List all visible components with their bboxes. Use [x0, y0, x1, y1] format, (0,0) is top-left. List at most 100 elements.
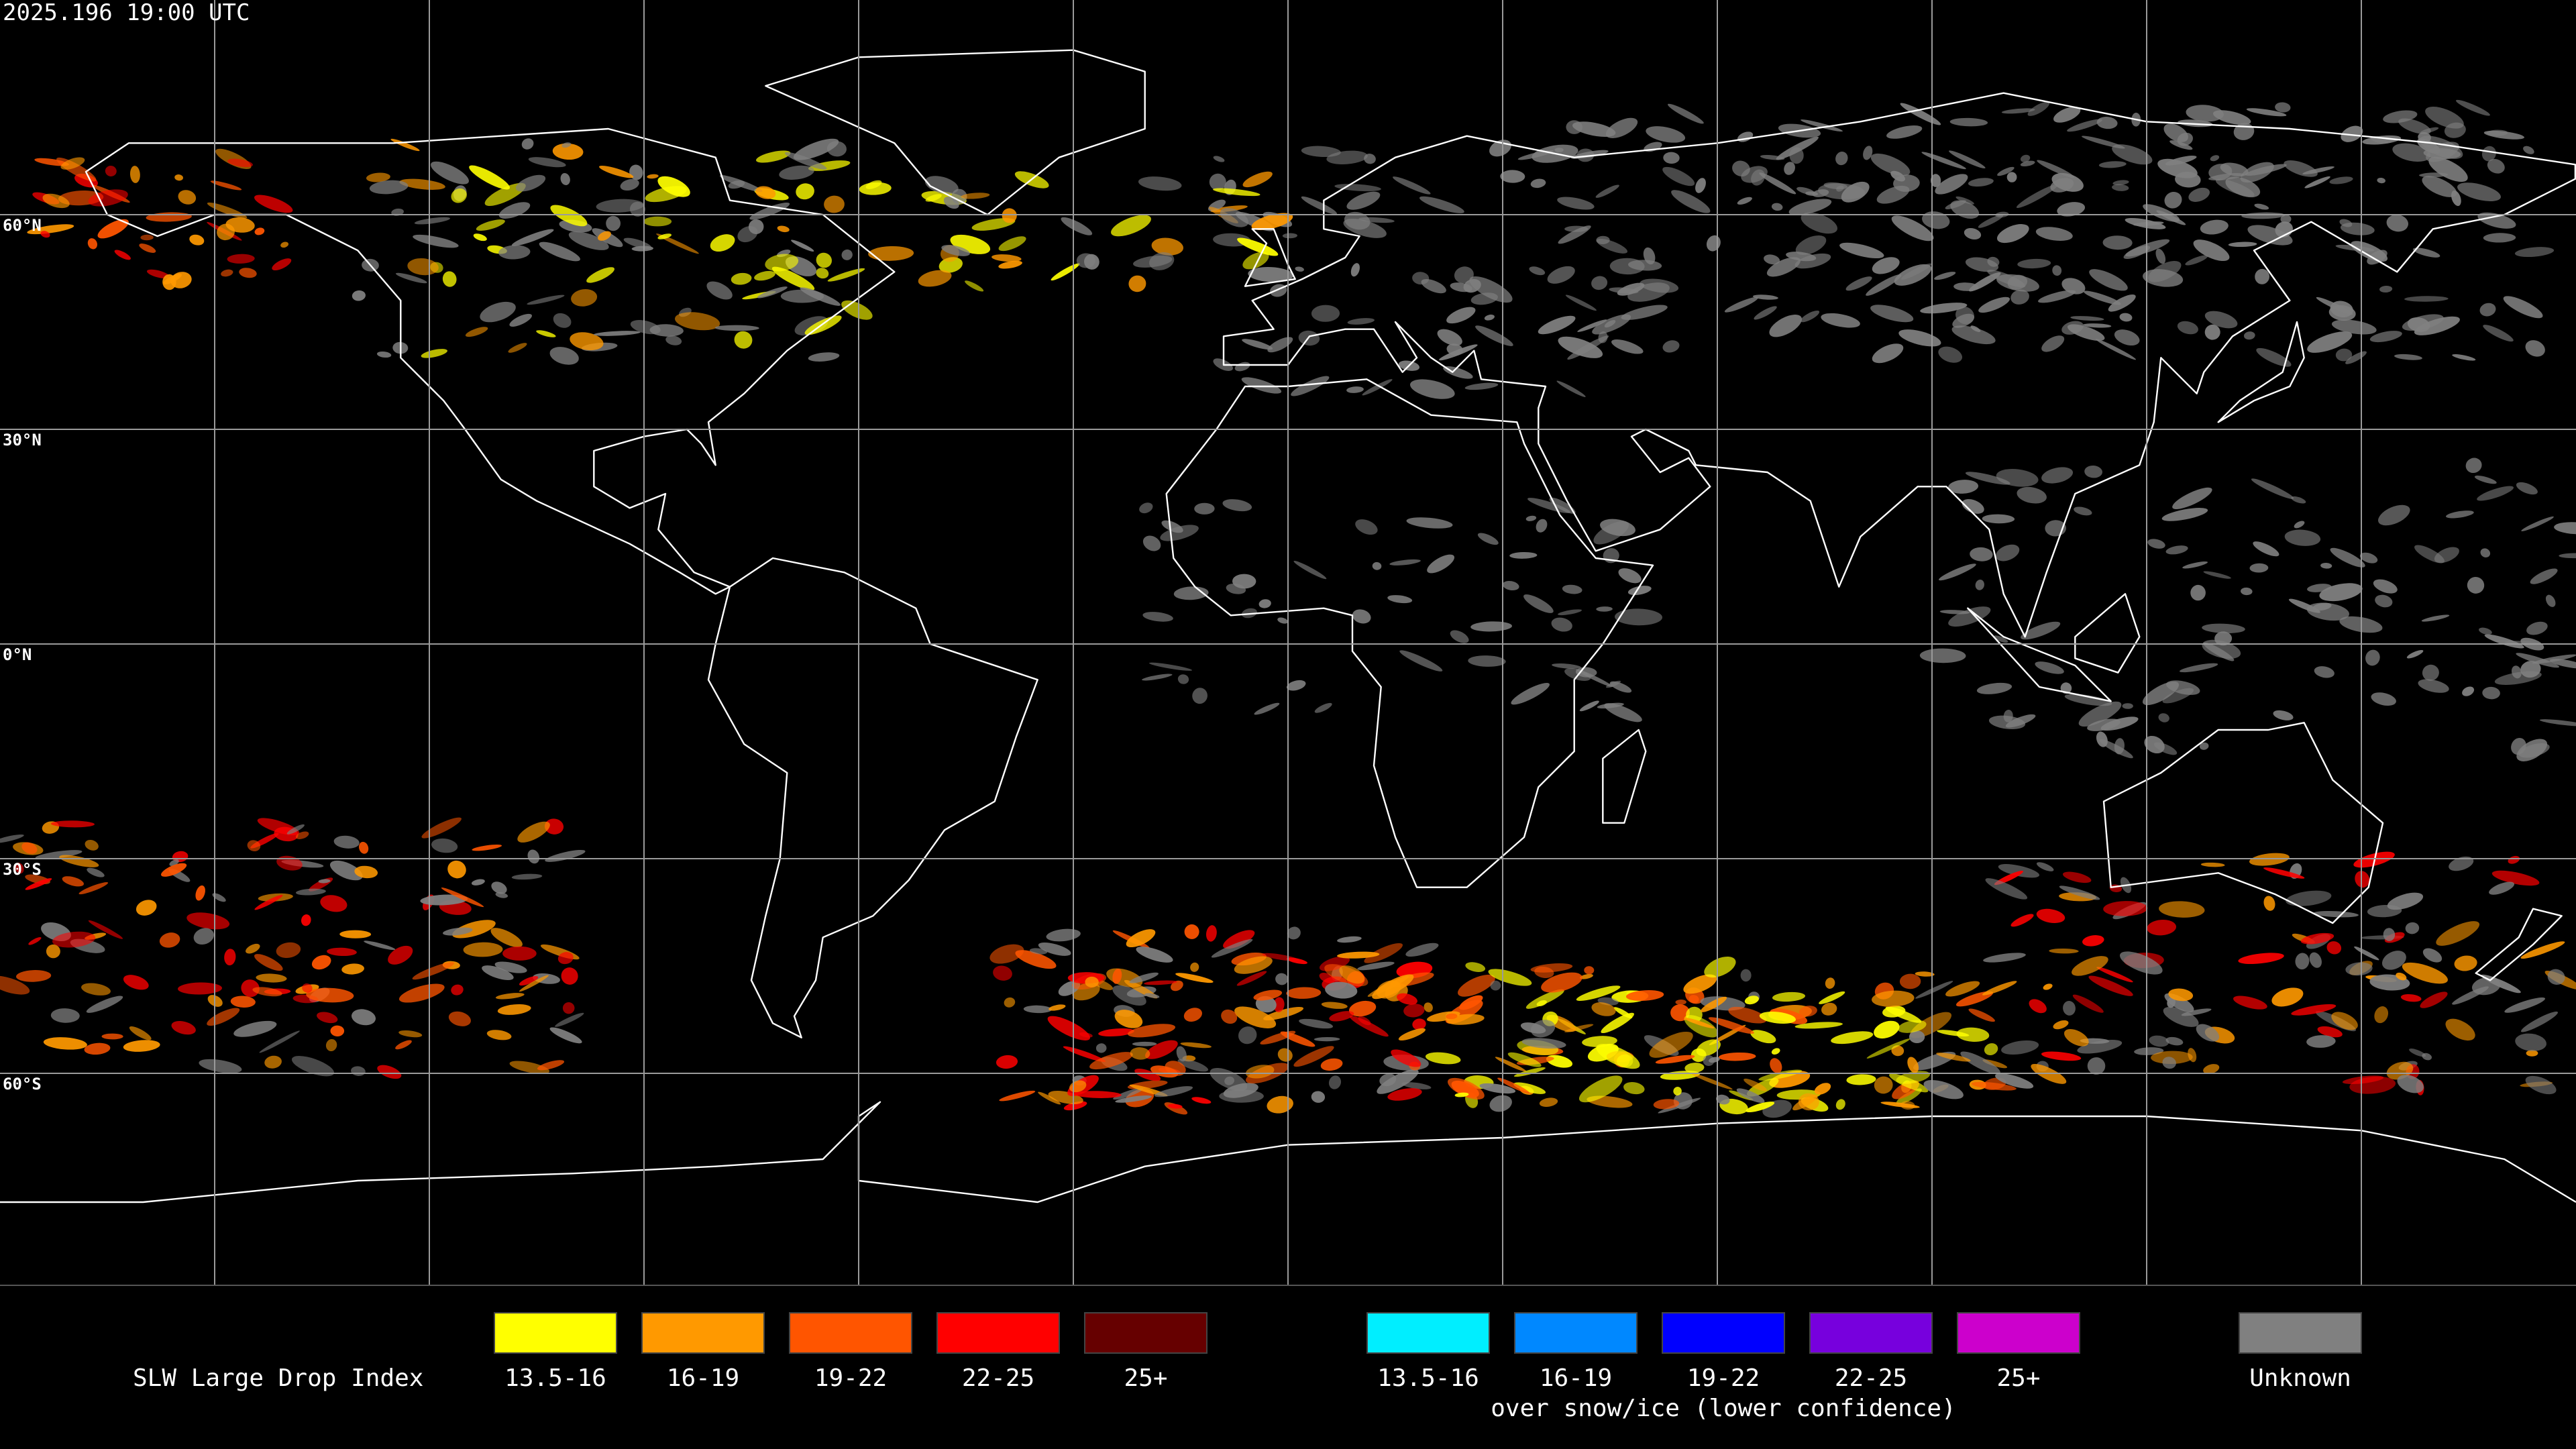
cloud-patch [2095, 339, 2137, 360]
cloud-patch [2317, 1026, 2343, 1038]
cloud-patch [1346, 191, 1381, 210]
cloud-patch [511, 229, 554, 246]
cloud-patch [1691, 1073, 1733, 1090]
cloud-patch [1947, 480, 1979, 494]
cloud-patch [2414, 545, 2445, 564]
cloud-patch [1450, 630, 1469, 643]
cloud-patch [1968, 178, 1994, 187]
cloud-patch [1379, 1073, 1397, 1087]
cloud-patch [431, 161, 469, 184]
cloud-patch [2220, 162, 2249, 176]
cloud-patch [497, 1004, 531, 1015]
cloud-patch [2379, 285, 2393, 293]
cloud-patch [757, 286, 788, 299]
cloud-patch [1752, 294, 1778, 300]
cloud-patch [1653, 1099, 1680, 1110]
cloud-patch [1900, 103, 1941, 125]
cloud-patch [1662, 340, 1680, 353]
cloud-patch [1577, 319, 1607, 332]
cloud-patch [1372, 561, 1382, 570]
cloud-patch [414, 217, 450, 225]
cloud-patch [1347, 318, 1375, 325]
cloud-patch [1372, 974, 1414, 1000]
cloud-patch [1575, 667, 1597, 678]
cloud-patch [354, 865, 378, 879]
cloud-patch [2021, 621, 2061, 640]
cloud-patch [656, 233, 699, 254]
cloud-patch [330, 1025, 345, 1037]
cloud-patch [2148, 261, 2182, 282]
cloud-patch [2514, 247, 2555, 258]
cloud-patch [2161, 508, 2208, 521]
cloud-patch [2059, 885, 2100, 900]
cloud-patch [1236, 971, 1267, 986]
cloud-patch [2457, 182, 2501, 201]
legend-label: 19-22 [1687, 1364, 1760, 1392]
cloud-patch [1572, 121, 1616, 137]
cloud-patch [451, 188, 467, 203]
cloud-patch [28, 936, 42, 945]
cloud-patch [2188, 187, 2210, 202]
cloud-patch [473, 233, 487, 241]
legend-swatch [1084, 1312, 1208, 1354]
cloud-patch [1728, 1006, 1767, 1024]
cloud-patch [1547, 266, 1575, 284]
cloud-patch [502, 946, 537, 961]
cloud-patch [1623, 1082, 1645, 1095]
cloud-patch [239, 268, 257, 278]
cloud-patch [1112, 985, 1146, 1006]
legend-swatch [641, 1312, 765, 1354]
cloud-patch [1295, 266, 1304, 272]
cloud-patch [0, 834, 24, 843]
cloud-patch [2167, 997, 2176, 1008]
cloud-patch [1812, 189, 1829, 197]
cloud-patch [1337, 951, 1380, 959]
coastline [1602, 729, 1647, 824]
cloud-patch [1609, 287, 1639, 294]
cloud-patch [2199, 742, 2209, 750]
cloud-patch [1168, 1104, 1183, 1109]
cloud-patch [377, 1065, 402, 1079]
cloud-patch [1286, 680, 1306, 691]
cloud-patch [2345, 962, 2373, 976]
cloud-patch [1907, 1057, 1919, 1073]
cloud-patch [295, 888, 326, 896]
cloud-patch [1403, 1004, 1425, 1018]
cloud-patch [1242, 339, 1273, 350]
cloud-patch [1541, 972, 1582, 993]
cloud-patch [1987, 270, 2026, 288]
cloud-patch [2072, 956, 2108, 976]
cloud-patch [2203, 1064, 2220, 1074]
cloud-patch [561, 142, 572, 148]
cloud-patch [2067, 119, 2102, 132]
cloud-patch [1520, 1022, 1546, 1034]
cloud-patch [2072, 994, 2104, 1013]
cloud-patch [1684, 1018, 1715, 1028]
cloud-patch [780, 289, 824, 303]
cloud-patch [421, 349, 447, 358]
cloud-patch [1132, 1041, 1157, 1046]
cloud-patch [1591, 276, 1608, 290]
cloud-patch [2520, 661, 2541, 678]
cloud-patch [571, 289, 598, 307]
cloud-patch [358, 841, 369, 854]
cloud-patch [398, 983, 445, 1003]
cloud-patch [1023, 1005, 1052, 1014]
cloud-patch [1237, 237, 1279, 256]
cloud-patch [2516, 739, 2548, 761]
cloud-patch [1076, 253, 1095, 268]
cloud-patch [1800, 310, 1820, 323]
cloud-patch [1454, 1092, 1469, 1097]
cloud-patch [256, 973, 287, 983]
cloud-patch [1004, 997, 1016, 1008]
cloud-patch [1592, 314, 1631, 335]
cloud-patch [1825, 977, 1835, 989]
cloud-patch [317, 1012, 338, 1024]
cloud-patch [1205, 925, 1217, 942]
cloud-patch [170, 272, 192, 288]
cloud-patch [2295, 953, 2310, 970]
cloud-patch [2122, 703, 2133, 709]
cloud-patch [2084, 290, 2121, 305]
cloud-patch [1038, 942, 1071, 956]
cloud-patch [2304, 176, 2330, 189]
